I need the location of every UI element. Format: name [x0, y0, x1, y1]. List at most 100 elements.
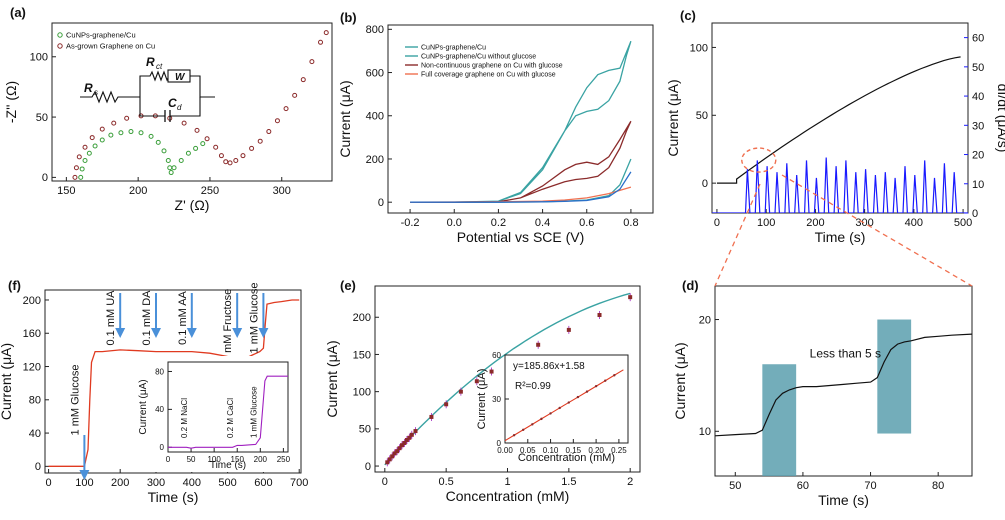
y-tick-label: 0 — [160, 443, 165, 452]
data-point — [390, 454, 395, 459]
cv-curve — [410, 40, 632, 203]
cv-curve — [410, 186, 632, 203]
data-point — [274, 118, 280, 124]
y-tick-label: 0 — [378, 197, 384, 209]
x-tick-label: 500 — [954, 217, 972, 229]
y-axis-label: Current (μA) — [476, 369, 488, 430]
cv-curve — [410, 171, 632, 203]
arrow-head — [79, 470, 90, 480]
y-axis-label: -Z'' (Ω) — [3, 81, 19, 123]
y-tick-label: 150 — [353, 349, 371, 361]
y-tick-label: 200 — [23, 295, 41, 307]
y-tick-label: 60 — [492, 351, 501, 360]
circuit-label-sub: d — [177, 103, 182, 112]
y-tick-label: 10 — [699, 426, 711, 438]
data-point — [413, 429, 418, 434]
data-point — [628, 295, 633, 300]
y-axis-label: Current (μA) — [324, 340, 340, 417]
y-axis-label: Current (μA) — [0, 343, 14, 420]
plot-frame — [711, 22, 969, 214]
plot-area — [410, 40, 632, 203]
legend-label: CuNPs-graphene/Cu without glucose — [421, 54, 536, 61]
data-point — [73, 165, 79, 171]
panel-label: (f) — [8, 278, 21, 293]
x-tick-label: 0 — [382, 476, 388, 488]
data-point — [79, 166, 85, 172]
wire — [190, 75, 215, 98]
panel-e: 0 0.5 1 1.5 2 0 50 100 150 200 Concentration (mM) C… — [324, 278, 641, 504]
panel-label: (c) — [680, 8, 696, 23]
x-tick-label: 0.8 — [623, 217, 638, 229]
fit-equation: y=185.86x+1.58 — [513, 361, 585, 372]
data-point — [161, 148, 167, 154]
data-point — [99, 126, 105, 132]
injection-label: 0.1 mM Fructose — [222, 289, 234, 372]
data-point — [138, 130, 144, 136]
y-tick-label: 200 — [353, 312, 371, 324]
data-point — [128, 129, 134, 135]
arrow-head — [115, 328, 126, 338]
data-point — [323, 30, 329, 36]
legend-marker — [57, 32, 63, 38]
data-point — [171, 165, 177, 171]
x-tick-label: 0.10 — [543, 446, 559, 455]
y-tick-label: 0 — [365, 461, 371, 473]
y-tick-label: 800 — [366, 24, 384, 36]
cv-curve — [410, 120, 632, 203]
data-point — [566, 327, 571, 332]
x-tick-label: 150 — [57, 185, 75, 197]
x-tick-label: 1 — [504, 476, 510, 488]
data-point — [309, 59, 315, 65]
data-point — [597, 313, 602, 318]
y-tick-label: 50 — [359, 424, 371, 436]
inset-data-point — [531, 423, 534, 426]
y-tick-label: 0 — [702, 178, 708, 190]
inset-data-point — [512, 434, 516, 437]
data-point — [99, 137, 105, 143]
injection-label: 0.1 mM AA — [177, 290, 189, 344]
data-point — [392, 451, 397, 456]
y-tick-label: 40 — [155, 405, 164, 414]
panel-label: (b) — [340, 10, 357, 25]
data-point — [168, 170, 174, 176]
y-tick-label: 40 — [29, 428, 41, 440]
plot-area — [712, 56, 968, 213]
y-axis-label: Current (μA) — [138, 379, 149, 434]
x-tick-label: 250 — [277, 455, 291, 464]
y-axis-label: Current (μA) — [665, 79, 681, 156]
right-y-tick-label: 20 — [972, 150, 984, 162]
inset-data-point — [604, 379, 607, 382]
data-point — [300, 77, 306, 83]
inset-trace — [168, 375, 288, 449]
x-tick-label: 150 — [231, 455, 245, 464]
x-tick-label: 250 — [201, 185, 219, 197]
data-point — [385, 460, 390, 465]
zoom-ellipse — [741, 147, 777, 173]
inset-injection-label: 0.2 M NaCl — [180, 398, 189, 438]
x-tick-label: 300 — [147, 477, 165, 489]
inset-data-point — [540, 417, 543, 421]
x-tick-label: 0.20 — [588, 446, 604, 455]
x-tick-label: 2 — [627, 476, 633, 488]
x-tick-label: 0 — [46, 477, 52, 489]
zoom-guide-line — [781, 174, 973, 287]
x-tick-label: 600 — [254, 477, 272, 489]
y-tick-label: 200 — [366, 154, 384, 166]
panel-f: 0 100 200 300 400 500 600 70004080120160200Time… — [0, 278, 308, 505]
data-point — [474, 379, 479, 384]
response-highlight — [877, 319, 912, 434]
data-point — [283, 106, 289, 112]
data-point — [397, 446, 402, 451]
fit-curve — [384, 292, 631, 466]
data-point — [89, 135, 95, 141]
x-tick-label: 100 — [757, 217, 775, 229]
x-tick-label: 400 — [183, 477, 201, 489]
inset-data-point — [613, 374, 616, 377]
y-tick-label: 0 — [35, 461, 41, 473]
right-y-tick-label: 10 — [972, 179, 984, 191]
data-point — [402, 440, 407, 445]
arrow-head — [232, 328, 243, 338]
panel-a: 150 200 250 300 0 50 100 Z' (Ω) -Z'' (Ω) (a) CuNPs… — [3, 5, 333, 213]
data-point — [404, 438, 409, 443]
